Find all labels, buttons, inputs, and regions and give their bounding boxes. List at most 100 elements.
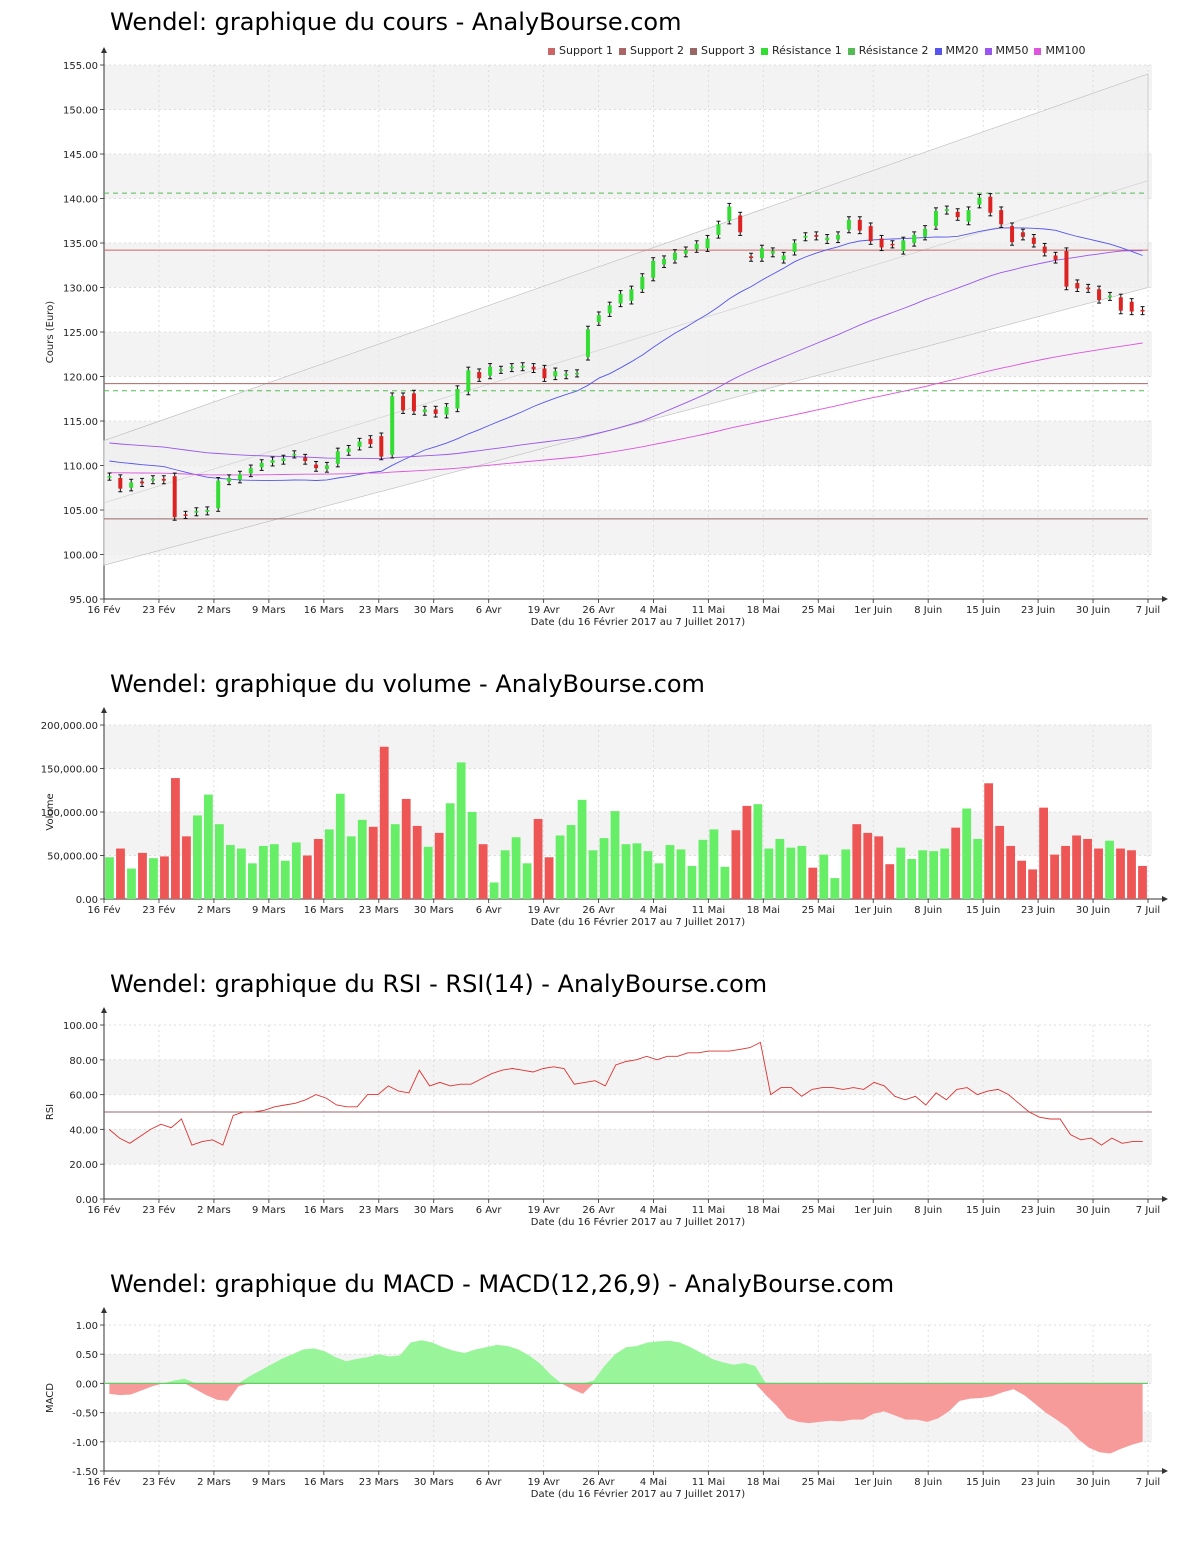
volume-bar (467, 812, 477, 899)
legend-item: MM100 (1034, 44, 1085, 57)
candle-body (477, 372, 482, 379)
candle-body (379, 436, 384, 457)
volume-bar (127, 868, 136, 899)
candle-body (1118, 297, 1123, 311)
candle-body (868, 226, 873, 242)
x-tick-label: 25 Mai (802, 905, 835, 916)
volume-bar (577, 799, 587, 899)
volume-bar (138, 852, 147, 899)
x-tick-label: 7 Juil (1136, 605, 1160, 616)
volume-bar (171, 778, 180, 899)
candle-body (759, 248, 764, 259)
x-tick-label: 15 Juin (966, 1205, 1000, 1216)
x-tick-label: 25 Mai (802, 605, 835, 616)
volume-bar (390, 824, 400, 899)
candle-body (390, 396, 395, 455)
candle-body (955, 211, 960, 218)
candle-body (727, 206, 732, 221)
x-tick-label: 2 Mars (197, 1205, 231, 1216)
candle-body (879, 238, 884, 248)
x-tick-label: 15 Juin (966, 1477, 1000, 1488)
candle-body (890, 243, 895, 246)
volume-bar (709, 829, 719, 899)
candle-body (248, 468, 253, 474)
x-tick-label: 30 Mars (414, 905, 454, 916)
candle-body (912, 234, 917, 243)
volume-bar (566, 825, 576, 899)
volume-bar (753, 804, 763, 899)
x-tick-label: 8 Juin (914, 905, 942, 916)
volume-bar (313, 838, 323, 899)
volume-bar (1006, 845, 1016, 899)
x-tick-label: 26 Avr (582, 1477, 615, 1488)
price-title: Wendel: graphique du cours - AnalyBourse… (110, 8, 682, 36)
y-tick-label: 135.00 (63, 239, 98, 250)
candle-body (966, 210, 971, 222)
candle-body (792, 243, 797, 252)
volume-bar (555, 835, 565, 899)
x-tick-label: 6 Avr (476, 1205, 503, 1216)
volume-bar (1094, 848, 1103, 899)
volume-bar (269, 844, 279, 899)
volume-bar (621, 844, 631, 899)
candle-body (205, 510, 210, 512)
volume-bar (456, 762, 466, 899)
volume-bar (698, 839, 708, 899)
volume-bar (676, 849, 686, 899)
candle-body (401, 396, 406, 411)
x-tick-label: 8 Juin (914, 1477, 942, 1488)
y-tick-label: 100,000.00 (41, 808, 98, 819)
volume-chart: 0.00 50,000.00 100,000.00 150,000.00 200,000… (41, 707, 1168, 928)
legend-item: Support 3 (689, 44, 755, 57)
volume-bar (775, 838, 785, 899)
candle-body (488, 366, 493, 376)
y-tick-label: -0.50 (72, 1409, 98, 1420)
candle-body (629, 289, 634, 301)
y-axis-label: MACD (45, 1383, 56, 1413)
legend-item: Résistance 2 (847, 44, 929, 57)
candle-body (259, 462, 264, 468)
volume-bar (786, 847, 796, 899)
candle-body (466, 370, 471, 392)
y-tick-label: 100.00 (63, 551, 98, 562)
candle-body (1107, 295, 1112, 298)
x-tick-label: 30 Mars (414, 1205, 454, 1216)
legend-swatch (548, 47, 555, 55)
volume-bar (896, 847, 906, 899)
candle-body (814, 234, 819, 237)
x-tick-label: 1er Juin (854, 605, 892, 616)
candle-body (150, 478, 155, 481)
x-tick-label: 1er Juin (854, 1477, 892, 1488)
candle-body (1053, 255, 1058, 260)
x-tick-label: 16 Fév (87, 1476, 120, 1488)
x-tick-label: 2 Mars (197, 905, 231, 916)
volume-bar (819, 854, 829, 899)
x-axis-arrow (1162, 1196, 1168, 1202)
y-tick-label: 150.00 (63, 106, 98, 117)
legend-swatch (984, 47, 992, 55)
y-tick-label: -1.50 (72, 1467, 98, 1478)
candle-body (749, 256, 754, 259)
volume-bar (852, 824, 862, 899)
candle-body (183, 514, 188, 516)
volume-bar (962, 808, 972, 899)
x-tick-label: 7 Juil (1136, 1477, 1160, 1488)
volume-bar (247, 863, 257, 899)
candle-body (716, 224, 721, 235)
y-tick-label: 200,000.00 (41, 721, 98, 732)
candle-body (1140, 309, 1145, 312)
candle-body (1064, 251, 1069, 287)
legend-label: MM20 (945, 44, 979, 57)
grid-band (104, 1129, 1152, 1165)
mm100-line (109, 342, 1143, 476)
x-tick-label: 11 Mai (692, 1205, 725, 1216)
volume-bar (731, 830, 741, 899)
y-axis-label: RSI (45, 1104, 56, 1120)
volume-bar (940, 848, 950, 899)
candle-body (564, 373, 569, 376)
candle-body (172, 476, 177, 518)
volume-bar (204, 794, 213, 899)
x-tick-label: 18 Mai (747, 1477, 780, 1488)
volume-bar (258, 845, 268, 899)
x-tick-label: 18 Mai (747, 905, 780, 916)
